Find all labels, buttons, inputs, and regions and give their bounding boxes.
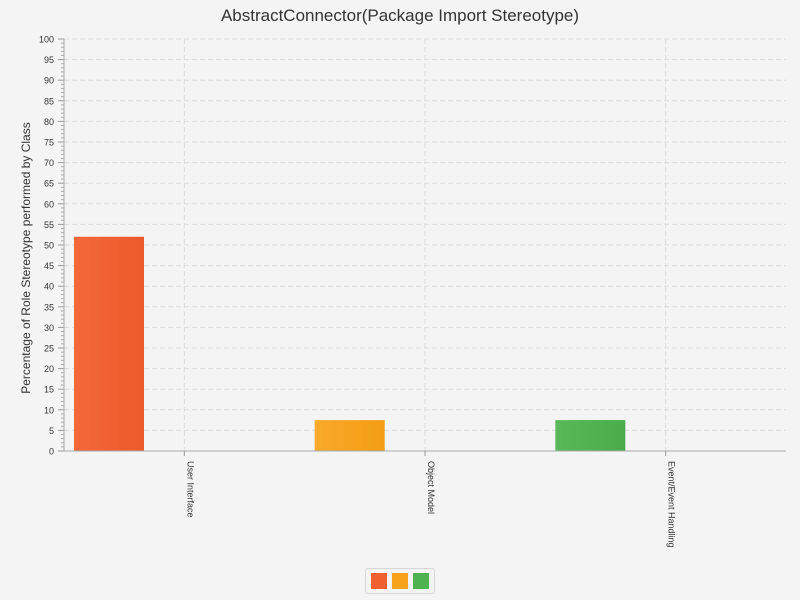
chart-title: AbstractConnector(Package Import Stereot… — [220, 6, 580, 25]
y-tick-label: 20 — [44, 364, 54, 374]
grid-lines — [64, 38, 786, 451]
y-tick-label: 80 — [44, 117, 54, 127]
bar-event-event-handling — [555, 420, 626, 451]
y-tick-label: 70 — [44, 158, 54, 168]
y-tick-label: 95 — [44, 55, 54, 65]
x-axis: User Interface Object Model Event/Event Ha… — [64, 450, 786, 548]
legend-swatch-1 — [371, 573, 387, 589]
x-tick-label: Object Model — [426, 461, 436, 514]
legend-swatch-3 — [413, 573, 429, 589]
x-tick-label: Event/Event Handling — [667, 461, 677, 548]
y-tick-label: 55 — [44, 220, 54, 230]
y-tick-label: 30 — [44, 323, 54, 333]
bars — [74, 236, 626, 451]
legend — [365, 568, 435, 594]
y-tick-label: 50 — [44, 241, 54, 251]
y-tick-label: 65 — [44, 179, 54, 189]
y-tick-label: 100 — [39, 35, 54, 45]
y-tick-label: 85 — [44, 96, 54, 106]
y-tick-label: 15 — [44, 385, 54, 395]
y-tick-label: 40 — [44, 282, 54, 292]
legend-swatch-2 — [392, 573, 408, 589]
bar-user-interface — [74, 236, 144, 451]
y-tick-label: 5 — [49, 426, 54, 436]
y-tick-label: 60 — [44, 199, 54, 209]
y-tick-label: 25 — [44, 344, 54, 354]
y-tick-label: 0 — [49, 447, 54, 457]
y-tick-label: 10 — [44, 405, 54, 415]
x-tick-label: User Interface — [185, 461, 195, 518]
y-tick-label: 45 — [44, 261, 54, 271]
y-tick-label: 75 — [44, 138, 54, 148]
bar-object-model — [314, 420, 385, 451]
y-tick-label: 35 — [44, 302, 54, 312]
y-tick-label: 90 — [44, 76, 54, 86]
y-axis: 0 5 10 15 20 25 30 35 40 45 50 55 60 65 70 75 80 85 90 95 10… — [39, 35, 65, 457]
